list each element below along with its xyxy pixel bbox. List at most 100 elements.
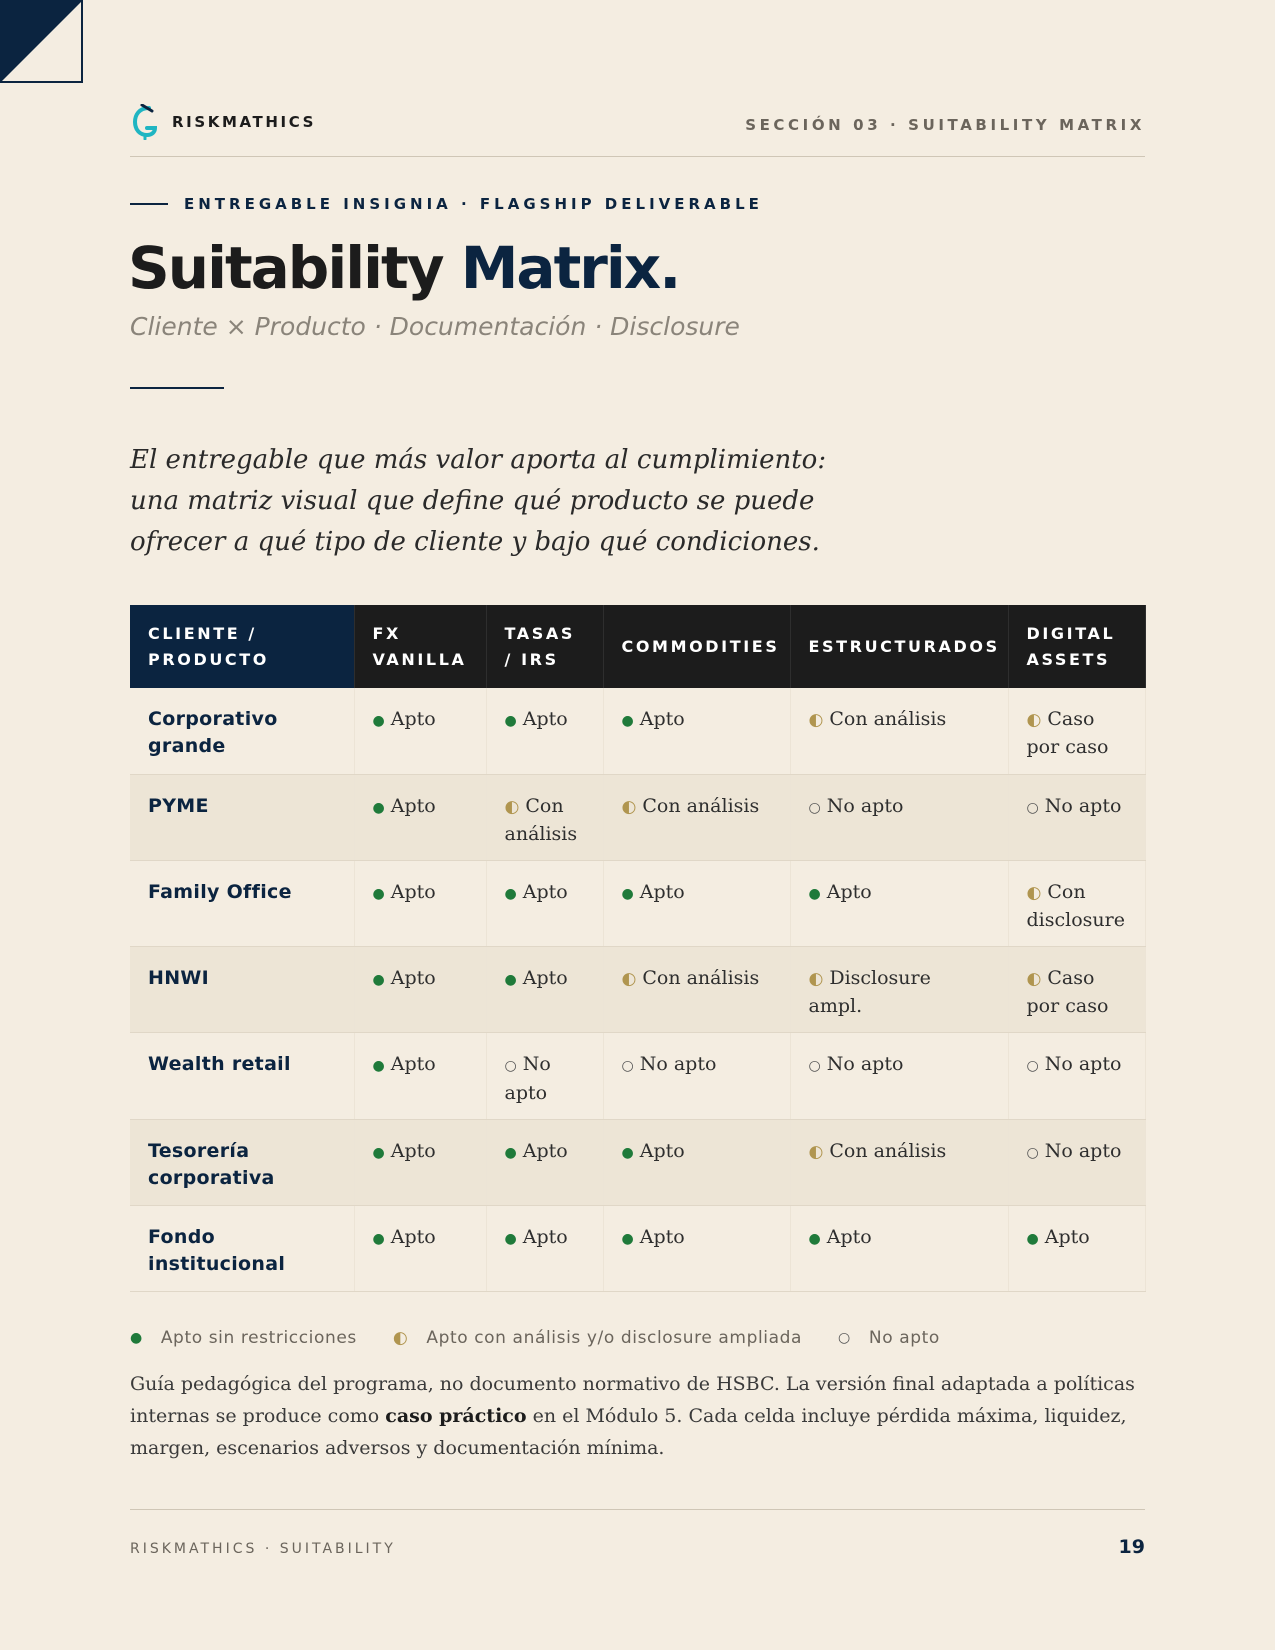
eyebrow: ENTREGABLE INSIGNIA · FLAGSHIP DELIVERAB… [130, 195, 763, 213]
suitability-cell: ● Apto [486, 860, 604, 947]
empty-dot-icon: ○ [1026, 799, 1039, 816]
client-type-cell: HNWI [130, 946, 355, 1033]
table-header-row: CLIENTE / PRODUCTO FX VANILLA TASAS / IR… [130, 605, 1146, 688]
intro-paragraph: El entregable que más valor aporta al cu… [130, 445, 827, 557]
suitability-cell: ◐ Caso por caso [1008, 946, 1146, 1033]
suitability-cell: ● Apto [354, 1032, 487, 1120]
half-dot-icon: ◐ [808, 1141, 824, 1162]
suitability-label: No apto [504, 1052, 551, 1104]
column-header: CLIENTE / PRODUCTO [130, 605, 355, 688]
client-type-cell: Wealth retail [130, 1032, 355, 1120]
column-header: FX VANILLA [354, 605, 487, 688]
column-header: COMMODITIES [603, 605, 791, 688]
half-dot-icon: ◐ [808, 968, 824, 989]
footnote-paragraph: Guía pedagógica del programa, no documen… [130, 1368, 1150, 1464]
full-dot-icon: ● [504, 885, 517, 902]
page-number: 19 [1118, 1536, 1145, 1558]
full-dot-icon: ● [372, 885, 385, 902]
suitability-cell: ● Apto [354, 946, 487, 1033]
suitability-label: Apto [390, 880, 436, 903]
suitability-label: Con análisis [829, 1139, 947, 1162]
legend-label: Apto sin restricciones [160, 1328, 357, 1348]
suitability-label: Apto [390, 1052, 436, 1075]
client-type-cell: Family Office [130, 860, 355, 947]
suitability-label: Apto [639, 880, 685, 903]
full-dot-icon: ● [621, 1144, 634, 1161]
suitability-cell: ● Apto [603, 1205, 791, 1292]
note-bold: caso práctico [385, 1405, 527, 1427]
suitability-cell: ◐ Disclosure ampl. [790, 946, 1009, 1033]
brand: RISKMATHICS [130, 104, 316, 140]
table-row: Wealth retail ● Apto ○ No apto ○ No apto ○ No ap… [130, 1032, 1146, 1120]
suitability-cell: ● Apto [354, 860, 487, 947]
suitability-cell: ○ No apto [1008, 1119, 1146, 1206]
full-dot-icon: ● [621, 713, 634, 729]
suitability-label: Con disclosure [1026, 880, 1125, 931]
note-text: Guía pedagógica del programa, no documen… [130, 1373, 1135, 1427]
suitability-cell: ◐ Con análisis [603, 946, 791, 1033]
suitability-label: Apto [522, 708, 568, 730]
full-dot-icon: ● [621, 1230, 634, 1247]
corner-triangle-icon [0, 0, 83, 83]
suitability-label: Caso por caso [1026, 966, 1109, 1017]
full-dot-icon: ● [504, 1230, 517, 1247]
empty-dot-icon: ○ [838, 1330, 851, 1346]
suitability-label: Apto [522, 1225, 568, 1248]
suitability-cell: ● Apto [603, 860, 791, 947]
suitability-cell: ● Apto [790, 1205, 1009, 1292]
suitability-matrix-table: CLIENTE / PRODUCTO FX VANILLA TASAS / IR… [130, 605, 1146, 1292]
full-dot-icon: ● [808, 1230, 821, 1247]
suitability-cell: ● Apto [603, 688, 791, 775]
suitability-label: Apto [390, 1225, 436, 1248]
empty-dot-icon: ○ [504, 1057, 517, 1074]
suitability-label: Caso por caso [1026, 708, 1109, 758]
client-type-cell: Tesorería corporativa [130, 1119, 355, 1206]
footer-label: RISKMATHICS · SUITABILITY [130, 1541, 396, 1557]
half-dot-icon: ◐ [1026, 710, 1042, 730]
column-header: DIGITAL ASSETS [1008, 605, 1146, 688]
suitability-cell: ● Apto [354, 774, 487, 861]
suitability-cell: ◐ Con disclosure [1008, 860, 1146, 947]
suitability-cell: ○ No apto [486, 1032, 604, 1120]
suitability-label: No apto [639, 1052, 717, 1075]
suitability-label: No apto [1044, 794, 1122, 817]
riskmathics-logo-icon [132, 104, 158, 140]
empty-dot-icon: ○ [1026, 1144, 1039, 1161]
full-dot-icon: ● [372, 799, 385, 816]
table-row: PYME ● Apto ◐ Con análisis ◐ Con análisis ○ No a… [130, 774, 1146, 861]
suitability-cell: ● Apto [354, 688, 487, 775]
client-type-cell: Fondo institucional [130, 1205, 355, 1292]
full-dot-icon: ● [808, 885, 821, 902]
suitability-cell: ● Apto [486, 1205, 604, 1292]
suitability-cell: ● Apto [1008, 1205, 1146, 1292]
suitability-label: Apto [390, 708, 436, 730]
half-dot-icon: ◐ [621, 968, 637, 989]
half-dot-icon: ◐ [1026, 968, 1042, 989]
suitability-label: No apto [826, 1052, 904, 1075]
suitability-cell: ● Apto [790, 860, 1009, 947]
suitability-cell: ○ No apto [790, 1032, 1009, 1120]
legend-label: Apto con análisis y/o disclosure ampliad… [426, 1328, 803, 1348]
page-header: RISKMATHICS SECCIÓN 03 · SUITABILITY MAT… [130, 100, 1145, 157]
suitability-cell: ● Apto [486, 946, 604, 1033]
table-row: Family Office ● Apto ● Apto ● Apto ● Apto ◐ Con di… [130, 860, 1146, 947]
table-row: Fondo institucional ● Apto ● Apto ● Apto ● Apto ●… [130, 1205, 1146, 1292]
suitability-cell: ○ No apto [1008, 1032, 1146, 1120]
eyebrow-line [130, 203, 168, 205]
brand-name: RISKMATHICS [172, 113, 316, 131]
legend-label: No apto [868, 1328, 940, 1348]
half-dot-icon: ◐ [504, 796, 520, 817]
suitability-label: Apto [390, 1139, 436, 1162]
full-dot-icon: ● [372, 1230, 385, 1247]
half-dot-icon: ◐ [808, 710, 824, 730]
suitability-cell: ◐ Con análisis [603, 774, 791, 861]
suitability-label: Apto [639, 708, 685, 730]
table-row: HNWI ● Apto ● Apto ◐ Con análisis ◐ Disclosure a… [130, 946, 1146, 1033]
suitability-label: Con análisis [504, 794, 578, 845]
suitability-label: Apto [639, 1225, 685, 1248]
full-dot-icon: ● [372, 971, 385, 988]
suitability-label: Con análisis [642, 966, 760, 989]
page-title-part1: Suitability [128, 234, 445, 302]
half-dot-icon: ◐ [1026, 882, 1042, 903]
empty-dot-icon: ○ [621, 1057, 634, 1074]
